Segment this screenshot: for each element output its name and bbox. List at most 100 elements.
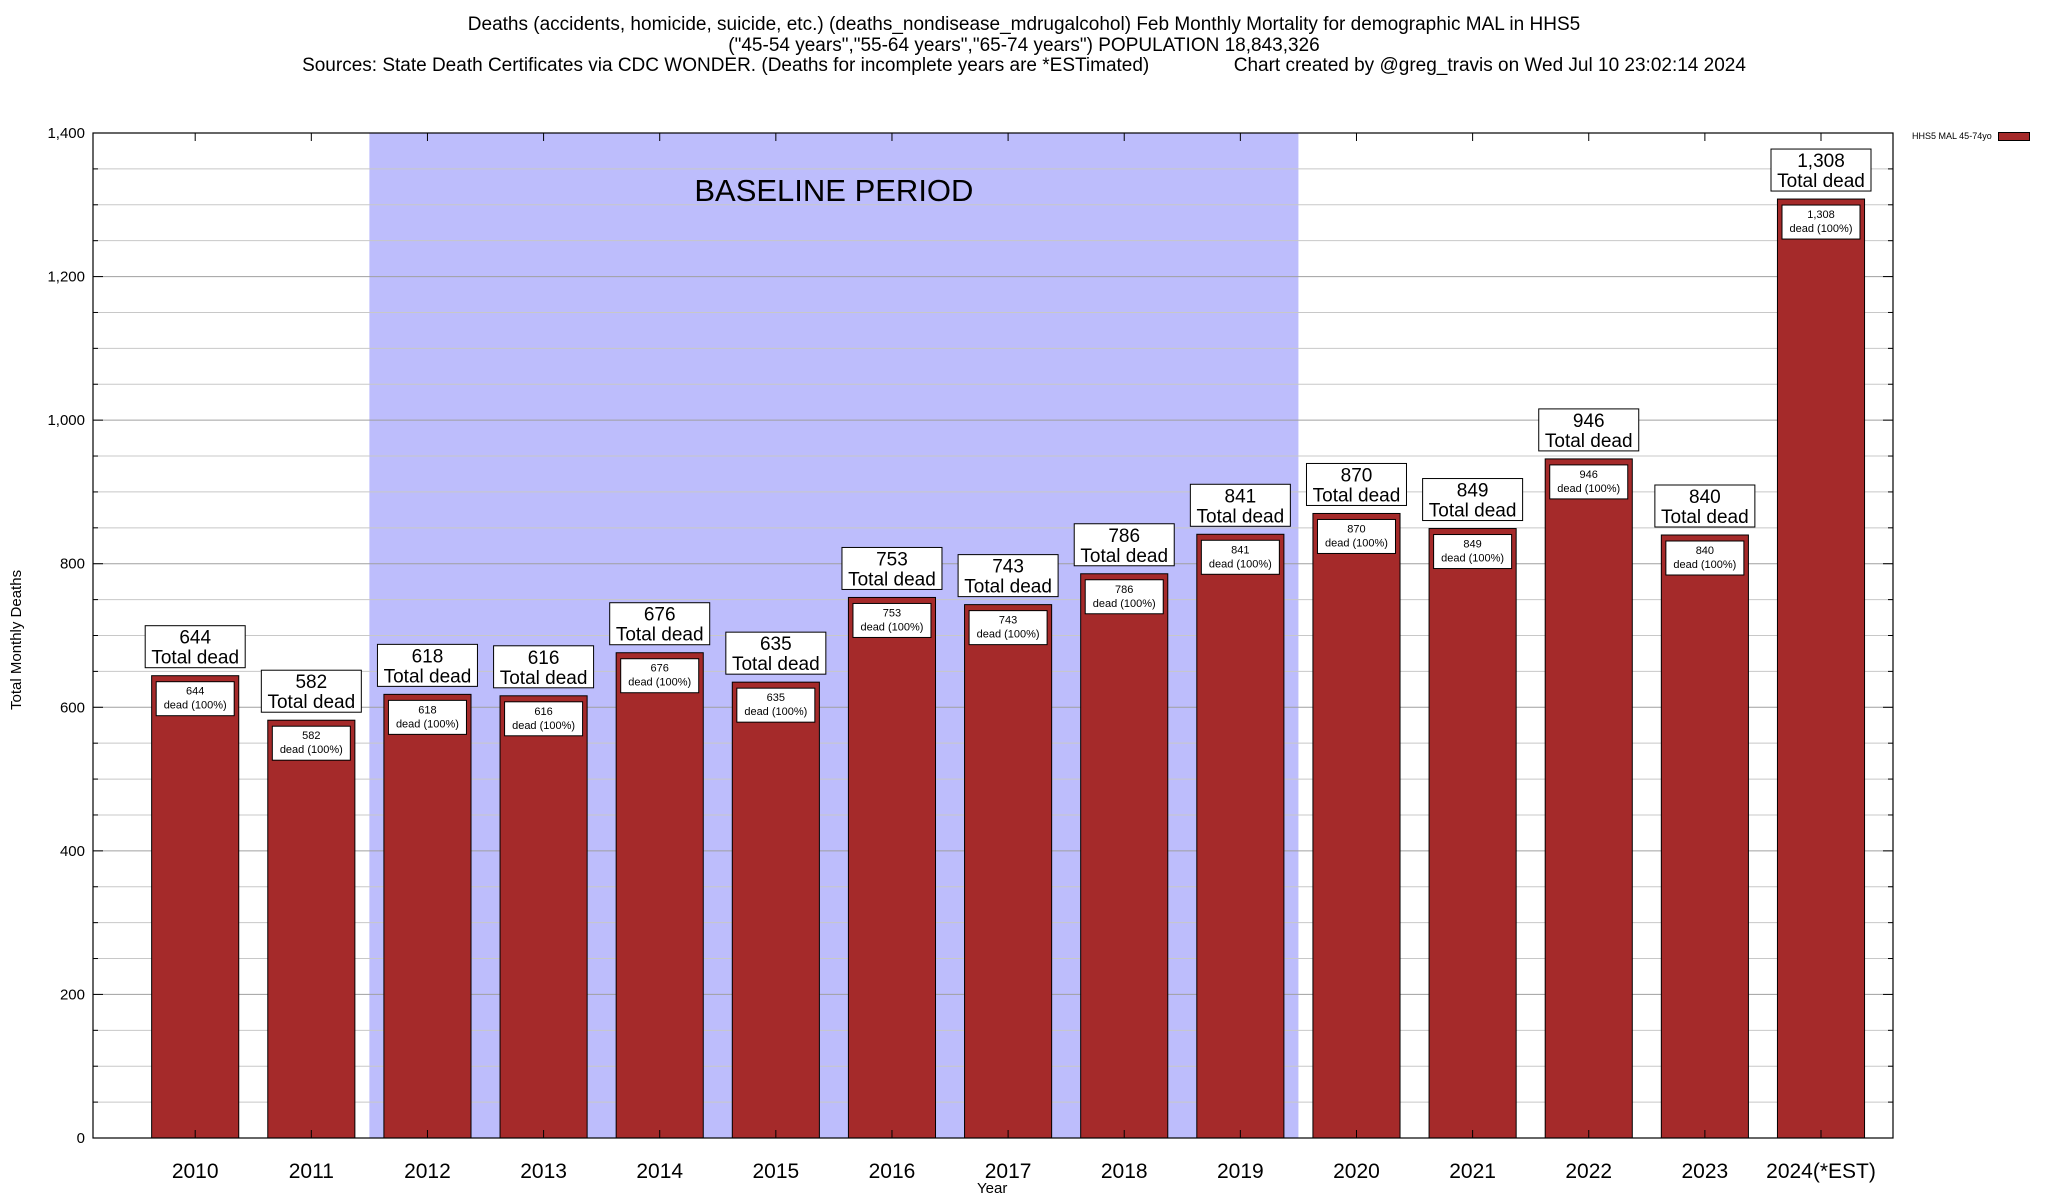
bar-inner-label-box [852, 602, 932, 638]
bar [1196, 533, 1285, 1139]
bar-total-label-box [1422, 478, 1524, 522]
bar-inner-value: 1,308 [1807, 209, 1835, 221]
bar-inner-caption: dead (100%) [860, 621, 923, 633]
y-tick-label: 0 [77, 1130, 85, 1147]
bar-inner-label-box [1665, 540, 1745, 576]
bar-total-label-box [260, 669, 362, 713]
x-tick-label: 2012 [404, 1160, 451, 1183]
bar [1544, 458, 1633, 1139]
bar-total-label-box [841, 546, 943, 590]
bar-total-value: 743 [992, 557, 1024, 578]
plot-frame [92, 132, 1894, 1139]
bar-inner-caption: dead (100%) [1790, 223, 1853, 235]
bar [267, 719, 356, 1139]
bar-total-caption: Total dead [1545, 431, 1633, 452]
legend-label: HHS5 MAL 45-74yo [1912, 131, 1992, 141]
bar [964, 604, 1053, 1139]
bar-total-caption: Total dead [151, 648, 239, 669]
bar-total-value: 644 [179, 628, 211, 649]
bar [383, 693, 472, 1139]
bar-inner-caption: dead (100%) [1673, 559, 1736, 571]
bar-inner-value: 946 [1580, 469, 1598, 481]
bar-total-value: 1,308 [1797, 151, 1845, 172]
bar-total-caption: Total dead [500, 668, 588, 689]
bar [1080, 573, 1169, 1139]
bar [1312, 512, 1401, 1139]
y-tick-label: 1,000 [47, 412, 85, 429]
bar-total-label-box [609, 602, 711, 646]
bar-total-value: 786 [1108, 526, 1140, 547]
bar-total-value: 870 [1341, 465, 1373, 486]
bar-total-caption: Total dead [267, 692, 355, 713]
bar-total-label-box [376, 643, 478, 687]
bar-total-caption: Total dead [732, 654, 820, 675]
legend-swatch [1997, 131, 2030, 141]
bar-total-caption: Total dead [1661, 507, 1749, 528]
bar-inner-value: 753 [883, 607, 901, 619]
y-axis-label: Total Monthly Deaths [8, 569, 25, 710]
x-tick-label: 2013 [520, 1160, 567, 1183]
bar-inner-value: 743 [999, 615, 1017, 627]
bar-total-caption: Total dead [848, 569, 936, 590]
legend: HHS5 MAL 45-74yo [1912, 131, 2030, 141]
y-tick-label: 1,200 [47, 269, 85, 286]
bar-total-label-box [493, 645, 595, 689]
bar-inner-caption: dead (100%) [977, 629, 1040, 641]
bar-inner-label-box [620, 658, 700, 694]
bar-inner-value: 841 [1231, 544, 1249, 556]
bar [615, 652, 704, 1139]
bar-total-label-box [1538, 408, 1640, 452]
bar-total-label-box [1189, 483, 1291, 527]
x-tick-label: 2020 [1333, 1160, 1380, 1183]
bar [731, 681, 820, 1139]
bar-total-label-box [1305, 462, 1407, 506]
bar-inner-label-box [1200, 539, 1280, 575]
bar-total-caption: Total dead [964, 577, 1052, 598]
bar [1776, 198, 1866, 1139]
bar-inner-value: 616 [534, 706, 552, 718]
bar-inner-label-box [1433, 534, 1513, 570]
baseline-label: BASELINE PERIOD [694, 173, 973, 208]
bar-total-value: 616 [528, 648, 560, 669]
bar [1428, 528, 1517, 1139]
bar-total-caption: Total dead [1777, 171, 1865, 192]
x-tick-label: 2016 [869, 1160, 916, 1183]
bar-inner-caption: dead (100%) [744, 706, 807, 718]
bar-inner-label-box [1781, 204, 1861, 240]
bar-total-caption: Total dead [384, 666, 472, 687]
bar-inner-label-box [1549, 464, 1629, 500]
bar-total-value: 849 [1457, 481, 1489, 502]
bar-total-value: 946 [1573, 411, 1605, 432]
bar-inner-caption: dead (100%) [628, 677, 691, 689]
bar-inner-caption: dead (100%) [396, 718, 459, 730]
bar-inner-caption: dead (100%) [1441, 553, 1504, 565]
x-tick-label: 2014 [636, 1160, 683, 1183]
bar-inner-label-box [155, 681, 235, 717]
x-tick-label: 2023 [1682, 1160, 1729, 1183]
x-tick-label: 2011 [289, 1160, 334, 1183]
x-tick-label: 2024(*EST) [1766, 1160, 1876, 1183]
bar-total-value: 753 [876, 549, 908, 570]
bar-inner-caption: dead (100%) [280, 744, 343, 756]
bar-inner-value: 786 [1115, 584, 1133, 596]
y-tick-label: 800 [60, 556, 85, 573]
bar-total-caption: Total dead [1197, 506, 1285, 527]
bar-inner-caption: dead (100%) [1093, 598, 1156, 610]
x-tick-label: 2017 [985, 1160, 1032, 1183]
bar-inner-label-box [968, 610, 1048, 646]
y-tick-label: 600 [60, 699, 85, 716]
bar-inner-value: 582 [302, 730, 320, 742]
bar-inner-label-box [504, 701, 584, 737]
bar-total-label-box [1654, 484, 1756, 528]
bar [1660, 534, 1749, 1139]
bar-total-label-box [1073, 523, 1175, 567]
bar-total-value: 635 [760, 634, 792, 655]
bar-total-label-box [957, 554, 1059, 598]
x-tick-label: 2022 [1565, 1160, 1612, 1183]
bar-total-caption: Total dead [1080, 546, 1168, 567]
chart-title-line-2: ("45-54 years","55-64 years","65-74 year… [728, 35, 1320, 56]
x-tick-label: 2015 [752, 1160, 799, 1183]
bar-inner-value: 870 [1347, 523, 1365, 535]
bar [499, 695, 588, 1139]
